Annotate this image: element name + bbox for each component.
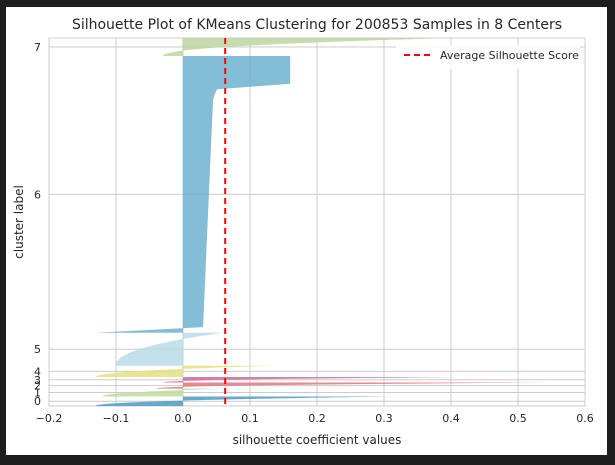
cluster-5-silhouette [116, 332, 224, 366]
y-tick-label: 3 [34, 374, 41, 387]
y-axis-label: cluster label [12, 185, 26, 259]
x-tick-labels: −0.2 −0.1 0.0 0.1 0.2 0.3 0.4 0.5 0.6 [36, 412, 594, 425]
cluster-2-silhouette [156, 382, 549, 389]
x-tick-label: 0.6 [576, 412, 594, 425]
cluster-4-silhouette [95, 365, 277, 378]
cluster-silhouettes [95, 38, 549, 406]
x-tick-label: 0.0 [174, 412, 192, 425]
legend: Average Silhouette Score [396, 45, 580, 69]
y-tick-label: 1 [34, 387, 41, 400]
x-gridlines [48, 38, 586, 406]
x-tick-label: −0.1 [103, 412, 130, 425]
y-tick-label: 5 [34, 343, 41, 356]
legend-box [396, 45, 580, 69]
y-tick-label: 2 [34, 380, 41, 393]
x-axis-label: silhouette coefficient values [233, 433, 402, 447]
cluster-7-silhouette [162, 38, 451, 57]
chart-title: Silhouette Plot of KMeans Clustering for… [72, 17, 562, 33]
x-tick-label: 0.4 [442, 412, 460, 425]
y-tick-label: 0 [34, 395, 41, 408]
x-tick-label: 0.5 [509, 412, 527, 425]
cluster-1-silhouette [102, 388, 230, 397]
x-tick-label: 0.2 [308, 412, 326, 425]
x-tick-label: 0.3 [375, 412, 393, 425]
x-tick-label: −0.2 [36, 412, 63, 425]
y-tick-label: 7 [34, 41, 41, 54]
cluster-0-silhouette [95, 396, 395, 406]
legend-entry: Average Silhouette Score [440, 49, 579, 62]
y-tick-label: 4 [34, 365, 41, 378]
cluster-6-silhouette [95, 56, 291, 333]
y-tick-label: 6 [34, 188, 41, 201]
x-tick-label: 0.1 [241, 412, 259, 425]
cluster-3-silhouette [162, 377, 462, 383]
